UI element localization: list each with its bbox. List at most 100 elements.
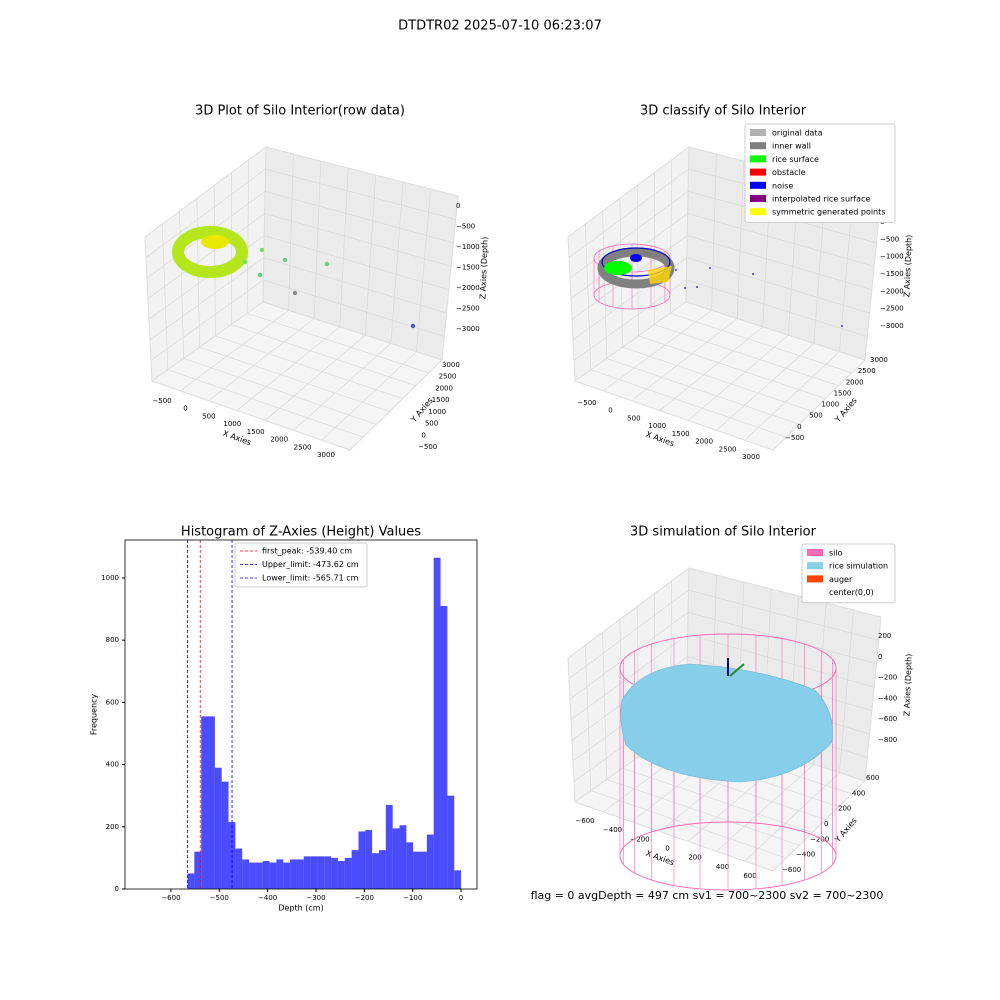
- tick-label: 0: [797, 423, 801, 431]
- legend-swatch: [807, 575, 823, 583]
- pane-grid: [264, 235, 449, 291]
- bar: [385, 805, 393, 889]
- bar: [283, 862, 291, 889]
- x-tick-label: −100: [403, 894, 422, 902]
- tick-label: 2000: [846, 378, 864, 386]
- legend-swatch: [750, 155, 766, 163]
- bar: [399, 825, 407, 889]
- pane-grid: [293, 343, 392, 431]
- legend-label: silo: [829, 549, 843, 558]
- pane-grid: [208, 318, 315, 401]
- pane-grid: [686, 257, 870, 314]
- y-axis-label: Frequency: [90, 694, 99, 736]
- tick-label: 1000: [223, 420, 241, 428]
- axes-frame: [124, 539, 478, 890]
- tick-label: 0: [183, 405, 187, 413]
- bar: [303, 856, 311, 889]
- pane-grid: [247, 312, 429, 374]
- bar: [454, 870, 462, 889]
- tick-label: 1500: [432, 396, 450, 404]
- bar: [187, 873, 195, 889]
- noise-point: [684, 287, 686, 289]
- pane-grid: [236, 326, 340, 411]
- legend-swatch: [807, 549, 823, 556]
- pane-grid: [687, 235, 872, 291]
- tick-label: −400: [796, 851, 815, 859]
- legend-label: original data: [772, 129, 823, 138]
- tick-label: 2000: [695, 438, 713, 446]
- bar: [290, 859, 297, 889]
- legend-label: rice simulation: [829, 562, 888, 571]
- pane-grid: [264, 334, 366, 421]
- x-tick-label: −300: [306, 894, 325, 902]
- pane-grid: [288, 153, 294, 311]
- pane-grid: [631, 318, 738, 401]
- bar: [249, 862, 256, 889]
- pane-grid: [584, 224, 592, 370]
- pane-grid: [321, 351, 417, 441]
- pane-grid: [364, 174, 377, 336]
- pane-grid: [590, 369, 787, 438]
- pane-grid: [736, 160, 745, 319]
- outlier: [259, 247, 265, 253]
- bar: [433, 557, 441, 889]
- x-tick-label: −600: [161, 894, 180, 902]
- silo-wire: [619, 821, 837, 891]
- pane-grid: [215, 335, 403, 399]
- bar: [419, 851, 427, 889]
- legend-label: noise: [772, 181, 793, 190]
- y-tick-label: 800: [106, 636, 119, 644]
- bar: [262, 861, 270, 889]
- tick-label: 2000: [435, 384, 453, 392]
- pane-grid: [622, 767, 813, 833]
- tick-label: 400: [852, 789, 865, 797]
- tick-label: −2000: [456, 284, 480, 292]
- x-tick-label: −400: [258, 894, 277, 902]
- bar: [194, 851, 202, 889]
- tick-label: 2500: [858, 367, 876, 375]
- legend-label: interpolated rice surface: [772, 195, 870, 204]
- tick-label: 3000: [870, 356, 888, 364]
- tick-label: 400: [716, 863, 729, 871]
- legend-swatch: [750, 208, 766, 216]
- tick-label: 2500: [439, 373, 457, 381]
- legend-box: [744, 123, 896, 223]
- tick-label: 200: [688, 854, 701, 862]
- tick-label: −1000: [880, 253, 904, 261]
- noise-point: [841, 325, 843, 327]
- pane-grid: [716, 343, 815, 431]
- legend-label: auger: [829, 575, 853, 584]
- pane-grid: [619, 619, 623, 769]
- bar: [317, 856, 325, 889]
- outlier: [292, 290, 298, 296]
- tick-label: −800: [878, 736, 897, 744]
- pane-grid: [638, 335, 826, 399]
- tick-label: −200: [630, 835, 649, 843]
- y-tick-label: 400: [106, 761, 119, 769]
- outlier: [324, 261, 330, 267]
- tick-label: −1000: [456, 243, 480, 251]
- x-tick-label: −500: [210, 894, 229, 902]
- tick-label: −500: [785, 434, 804, 442]
- pane-grid: [568, 168, 689, 258]
- tick-label: −600: [575, 817, 594, 825]
- pane-grid: [313, 160, 322, 319]
- noise-point: [675, 269, 677, 271]
- pane-grid: [339, 167, 349, 327]
- tick-label: −2500: [880, 305, 904, 313]
- tick-label: 500: [627, 414, 640, 422]
- x-tick-label: −200: [355, 894, 374, 902]
- point-cloud: [172, 226, 248, 278]
- legend-label: symmetric generated points: [772, 208, 885, 217]
- pane-grid: [180, 310, 289, 392]
- pane-grid: [654, 324, 839, 387]
- pane-grid: [659, 326, 763, 411]
- bar: [235, 848, 243, 889]
- pane-grid: [573, 279, 687, 361]
- tick-label: −200: [810, 835, 829, 843]
- tick-label: 0: [608, 407, 612, 415]
- bar: [221, 781, 229, 889]
- panel-title: 3D simulation of Silo Interior: [630, 525, 817, 540]
- pane-grid: [622, 346, 813, 412]
- bar: [269, 862, 277, 889]
